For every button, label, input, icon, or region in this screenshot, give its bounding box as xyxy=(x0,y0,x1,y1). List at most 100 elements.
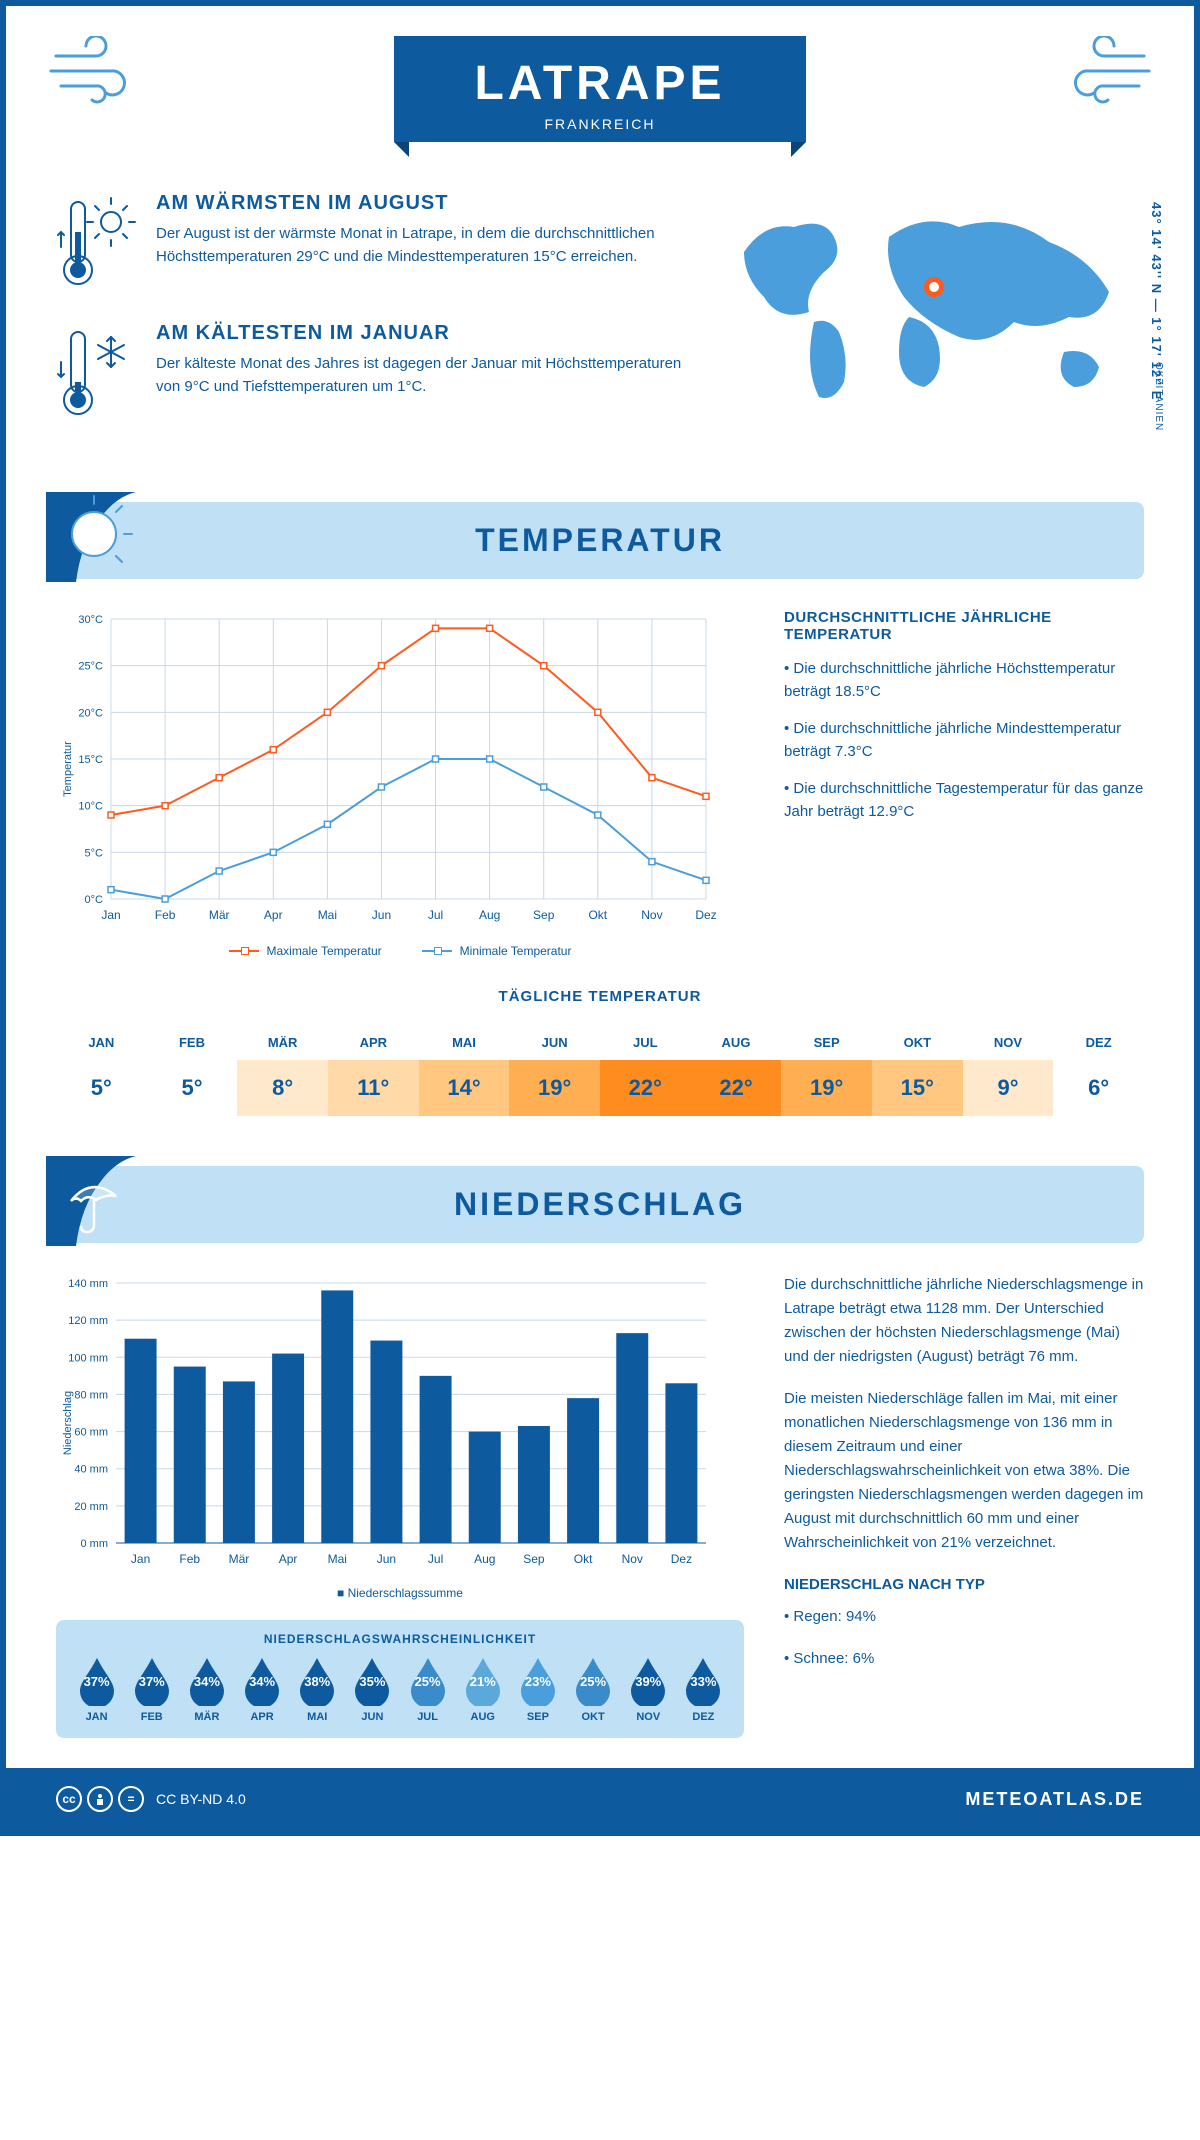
thermometer-cold-icon xyxy=(56,322,136,427)
svg-text:Jun: Jun xyxy=(377,1552,396,1566)
precip-section-head: NIEDERSCHLAG xyxy=(56,1166,1144,1243)
prob-cell: 39% NOV xyxy=(623,1656,674,1723)
temp-info-line: • Die durchschnittliche Tagestemperatur … xyxy=(784,778,1144,823)
month-label: JAN xyxy=(56,1025,147,1060)
prob-cell: 25%OKT xyxy=(568,1656,619,1723)
raindrop-icon: 21% xyxy=(462,1656,504,1706)
svg-text:Dez: Dez xyxy=(671,1552,692,1566)
temp-section-head: TEMPERATUR xyxy=(56,502,1144,579)
prob-cell: 37%JAN xyxy=(71,1656,122,1723)
daily-temp: TÄGLICHE TEMPERATUR JANFEBMÄRAPRMAIJUNJU… xyxy=(6,958,1194,1146)
svg-text:0°C: 0°C xyxy=(85,894,104,906)
prob-cell: 21%AUG xyxy=(457,1656,508,1723)
month-label: AUG xyxy=(691,1025,782,1060)
svg-text:Mär: Mär xyxy=(209,908,230,922)
precip-legend: Niederschlagssumme xyxy=(56,1586,744,1600)
prob-month: SEP xyxy=(512,1711,563,1723)
location-marker-icon xyxy=(924,277,944,297)
daily-temp-grid: JANFEBMÄRAPRMAIJUNJULAUGSEPOKTNOVDEZ5°5°… xyxy=(56,1025,1144,1116)
svg-text:30°C: 30°C xyxy=(78,614,103,626)
daily-temp-value: 19° xyxy=(509,1060,600,1116)
prob-month: DEZ xyxy=(678,1711,729,1723)
temp-info-line: • Die durchschnittliche jährliche Mindes… xyxy=(784,718,1144,763)
temp-row: 0°C5°C10°C15°C20°C25°C30°CJanFebMärAprMa… xyxy=(6,609,1194,958)
svg-text:0 mm: 0 mm xyxy=(81,1538,109,1550)
daily-temp-value: 9° xyxy=(963,1060,1054,1116)
prob-month: APR xyxy=(237,1711,288,1723)
precip-chart: 0 mm20 mm40 mm60 mm80 mm100 mm120 mm140 … xyxy=(56,1273,716,1573)
prob-month: JUN xyxy=(347,1711,398,1723)
temp-info-line: • Die durchschnittliche jährliche Höchst… xyxy=(784,658,1144,703)
wind-icon xyxy=(46,36,156,111)
prob-cell: 38%MAI xyxy=(292,1656,343,1723)
prob-cell: 23%SEP xyxy=(512,1656,563,1723)
raindrop-icon: 34% xyxy=(241,1656,283,1706)
svg-text:Aug: Aug xyxy=(479,908,500,922)
page-subtitle: FRANKREICH xyxy=(474,116,725,132)
temp-info-title: DURCHSCHNITTLICHE JÄHRLICHE TEMPERATUR xyxy=(784,609,1144,643)
raindrop-icon: 33% xyxy=(682,1656,724,1706)
daily-temp-value: 14° xyxy=(419,1060,510,1116)
prob-month: FEB xyxy=(126,1711,177,1723)
prob-cell: 37% FEB xyxy=(126,1656,177,1723)
month-label: MAI xyxy=(419,1025,510,1060)
svg-text:Jan: Jan xyxy=(101,908,120,922)
daily-temp-value: 22° xyxy=(691,1060,782,1116)
month-label: SEP xyxy=(781,1025,872,1060)
intro-left: AM WÄRMSTEN IM AUGUST Der August ist der… xyxy=(56,192,684,452)
warmest-title: AM WÄRMSTEN IM AUGUST xyxy=(156,192,684,215)
warmest-block: AM WÄRMSTEN IM AUGUST Der August ist der… xyxy=(56,192,684,297)
title-ribbon: LATRAPE FRANKREICH xyxy=(394,36,805,142)
prob-cell: 35%JUN xyxy=(347,1656,398,1723)
svg-text:Mai: Mai xyxy=(328,1552,347,1566)
svg-text:80 mm: 80 mm xyxy=(74,1389,108,1401)
coldest-title: AM KÄLTESTEN IM JANUAR xyxy=(156,322,684,345)
svg-text:Okt: Okt xyxy=(574,1552,593,1566)
raindrop-icon: 37% xyxy=(131,1656,173,1706)
precip-text: Die meisten Niederschläge fallen im Mai,… xyxy=(784,1387,1144,1555)
svg-text:40 mm: 40 mm xyxy=(74,1464,108,1476)
svg-text:140 mm: 140 mm xyxy=(68,1278,108,1290)
svg-text:Temperatur: Temperatur xyxy=(62,741,74,797)
legend-max: Maximale Temperatur xyxy=(229,944,382,958)
coldest-body: Der kälteste Monat des Jahres ist dagege… xyxy=(156,353,684,398)
svg-text:Nov: Nov xyxy=(641,908,662,922)
precip-left: 0 mm20 mm40 mm60 mm80 mm100 mm120 mm140 … xyxy=(56,1273,744,1738)
legend-min: Minimale Temperatur xyxy=(422,944,572,958)
svg-text:120 mm: 120 mm xyxy=(68,1315,108,1327)
svg-text:Niederschlag: Niederschlag xyxy=(62,1391,74,1455)
month-label: MÄR xyxy=(237,1025,328,1060)
raindrop-icon: 39% xyxy=(627,1656,669,1706)
temp-heading: TEMPERATUR xyxy=(76,522,1124,559)
page: LATRAPE FRANKREICH AM WÄRMSTEN IM AUGUST… xyxy=(0,0,1200,1836)
wind-icon xyxy=(1044,36,1154,111)
daily-temp-value: 22° xyxy=(600,1060,691,1116)
cc-icons: cc = xyxy=(56,1786,144,1812)
raindrop-icon: 34% xyxy=(186,1656,228,1706)
svg-text:10°C: 10°C xyxy=(78,801,103,813)
prob-month: OKT xyxy=(568,1711,619,1723)
footer-left: cc = CC BY-ND 4.0 xyxy=(56,1786,246,1812)
month-label: FEB xyxy=(147,1025,238,1060)
svg-text:Apr: Apr xyxy=(279,1552,298,1566)
temp-chart: 0°C5°C10°C15°C20°C25°C30°CJanFebMärAprMa… xyxy=(56,609,744,958)
svg-text:Feb: Feb xyxy=(179,1552,200,1566)
cc-icon: cc xyxy=(56,1786,82,1812)
umbrella-icon xyxy=(46,1156,136,1246)
svg-text:20°C: 20°C xyxy=(78,707,103,719)
world-map-icon xyxy=(724,192,1144,412)
prob-month: MÄR xyxy=(181,1711,232,1723)
prob-title: NIEDERSCHLAGSWAHRSCHEINLICHKEIT xyxy=(71,1632,729,1646)
probability-box: NIEDERSCHLAGSWAHRSCHEINLICHKEIT 37%JAN37… xyxy=(56,1620,744,1738)
prob-month: NOV xyxy=(623,1711,674,1723)
intro-row: AM WÄRMSTEN IM AUGUST Der August ist der… xyxy=(6,162,1194,482)
month-label: OKT xyxy=(872,1025,963,1060)
svg-text:5°C: 5°C xyxy=(85,847,104,859)
precip-info: Die durchschnittliche jährliche Niedersc… xyxy=(784,1273,1144,1738)
prob-cell: 34% MÄR xyxy=(181,1656,232,1723)
raindrop-icon: 25% xyxy=(407,1656,449,1706)
sun-icon xyxy=(46,492,136,582)
region-label: OKZITANIEN xyxy=(1153,362,1164,431)
by-icon xyxy=(87,1786,113,1812)
month-label: APR xyxy=(328,1025,419,1060)
